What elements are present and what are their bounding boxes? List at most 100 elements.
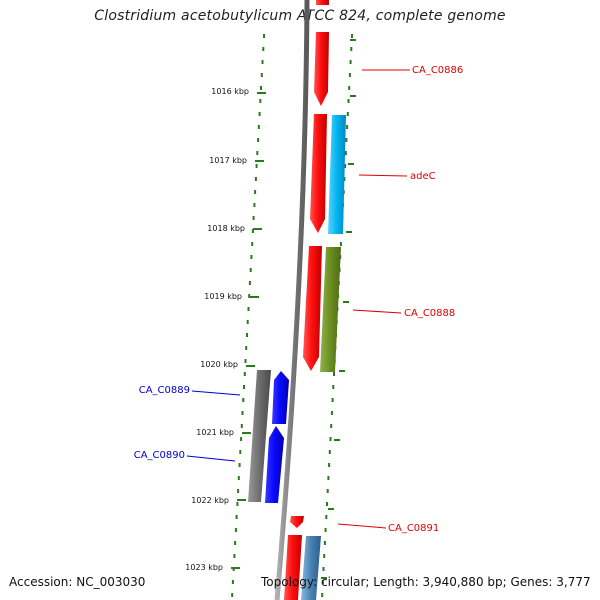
ruler-dot — [237, 476, 240, 480]
ruler-dot — [233, 554, 236, 558]
ruler-dot — [256, 151, 259, 155]
tick-label: 1023 kbp — [185, 563, 223, 572]
ruler-dot — [245, 346, 248, 350]
gene-arrow[interactable] — [290, 516, 304, 528]
tick-label: 1021 kbp — [196, 428, 234, 437]
ruler-dot — [321, 593, 324, 597]
gene-feature-olive[interactable] — [320, 247, 341, 372]
ruler-dot — [259, 99, 262, 103]
ruler-dot — [253, 203, 256, 207]
ruler-dot — [351, 34, 353, 38]
gene-labels: CA_C0886 adeC CA_C0888 CA_C0889 CA_C0890… — [134, 65, 464, 534]
ruler-dot — [333, 372, 335, 376]
ruler-dot — [235, 515, 238, 519]
ruler-dot — [323, 541, 326, 545]
accession-text: Accession: NC_003030 — [9, 575, 146, 589]
ruler-dot — [330, 411, 333, 415]
ruler-dot — [255, 164, 258, 168]
ruler-dot — [236, 502, 239, 506]
gene-arrow[interactable] — [265, 426, 284, 503]
ruler-dot — [234, 528, 237, 532]
ruler-dot — [231, 593, 234, 597]
ruler-dot — [243, 385, 245, 389]
tick-label: 1019 kbp — [204, 292, 242, 301]
ruler-dot — [346, 112, 349, 116]
ruler-dot — [329, 437, 332, 441]
ruler-dot — [257, 125, 260, 129]
ruler-dot — [241, 411, 244, 415]
ruler-dot — [346, 125, 349, 129]
gene-arrow[interactable] — [303, 246, 322, 371]
gene-arrow[interactable] — [284, 535, 302, 600]
ruler-dot — [344, 164, 347, 168]
label-leader-line — [352, 309, 402, 314]
ruler-dot — [339, 242, 342, 246]
ruler-dot — [327, 476, 330, 480]
gene-arrow[interactable] — [310, 114, 327, 233]
ruler-dot — [331, 398, 334, 402]
ruler-dot — [254, 190, 257, 194]
genome-summary-text: Topology: circular; Length: 3,940,880 bp… — [261, 575, 591, 589]
ruler-dot — [248, 294, 251, 298]
ruler-dot — [243, 372, 246, 376]
ruler-dot — [237, 489, 240, 493]
ruler-dot — [251, 229, 254, 233]
ruler-dot — [258, 112, 261, 116]
genome-backbone — [274, 0, 310, 600]
tick-label: 1018 kbp — [207, 224, 245, 233]
gene-label[interactable]: CA_C0891 — [388, 523, 439, 534]
gene-arrow[interactable] — [272, 371, 289, 424]
ruler-dot — [260, 86, 262, 90]
ruler-dot — [240, 424, 243, 428]
ruler-dot — [247, 307, 250, 311]
ruler-dot — [257, 138, 260, 142]
ruler-dot — [254, 177, 257, 181]
ruler-dot — [330, 424, 333, 428]
label-leader-line — [191, 390, 241, 396]
gene-feature-grey[interactable] — [248, 370, 271, 502]
ruler-dot — [349, 60, 352, 64]
ruler-dot — [240, 437, 243, 441]
ruler-dot — [238, 463, 241, 467]
ruler-dot — [252, 216, 255, 220]
label-leader-line — [186, 455, 236, 462]
ruler-dot — [325, 515, 328, 519]
ruler-dot — [246, 320, 249, 324]
gene-label[interactable]: adeC — [410, 171, 436, 182]
gene-label[interactable]: CA_C0890 — [134, 450, 185, 461]
ruler-dot — [248, 281, 251, 285]
ruler-dot — [234, 541, 237, 545]
gene-arrow[interactable] — [314, 32, 329, 106]
ruler-dot — [251, 242, 254, 246]
gene-features — [248, 0, 346, 600]
tick-label: 1020 kbp — [200, 360, 238, 369]
ruler-dot — [249, 268, 252, 272]
label-leader-line — [358, 174, 408, 177]
label-leader-line — [337, 523, 387, 529]
ruler-dot — [324, 528, 327, 532]
gene-label[interactable]: CA_C0886 — [412, 65, 463, 76]
ruler-dot — [260, 73, 263, 77]
tick-label: 1016 kbp — [211, 87, 249, 96]
gene-label[interactable]: CA_C0888 — [404, 308, 455, 319]
ruler-dot — [239, 450, 242, 454]
gene-feature-cyan[interactable] — [328, 115, 346, 234]
ruler-dot — [244, 359, 247, 363]
ruler-dot — [332, 385, 335, 389]
gene-arrow[interactable] — [316, 0, 329, 5]
ruler-dot — [343, 177, 346, 181]
ruler-dot — [262, 47, 265, 51]
ruler-dot — [347, 99, 350, 103]
tick-label: 1017 kbp — [209, 156, 247, 165]
ruler-dot — [328, 463, 331, 467]
ruler-dot — [348, 73, 351, 77]
ruler-dot — [322, 567, 325, 571]
gene-label[interactable]: CA_C0889 — [139, 385, 190, 396]
gene-feature-steel[interactable] — [301, 536, 321, 600]
ruler-dot — [326, 489, 329, 493]
ruler-dot — [345, 138, 348, 142]
ruler-dot — [246, 333, 248, 337]
ruler-dot — [263, 34, 265, 38]
ruler-dot — [321, 580, 324, 584]
